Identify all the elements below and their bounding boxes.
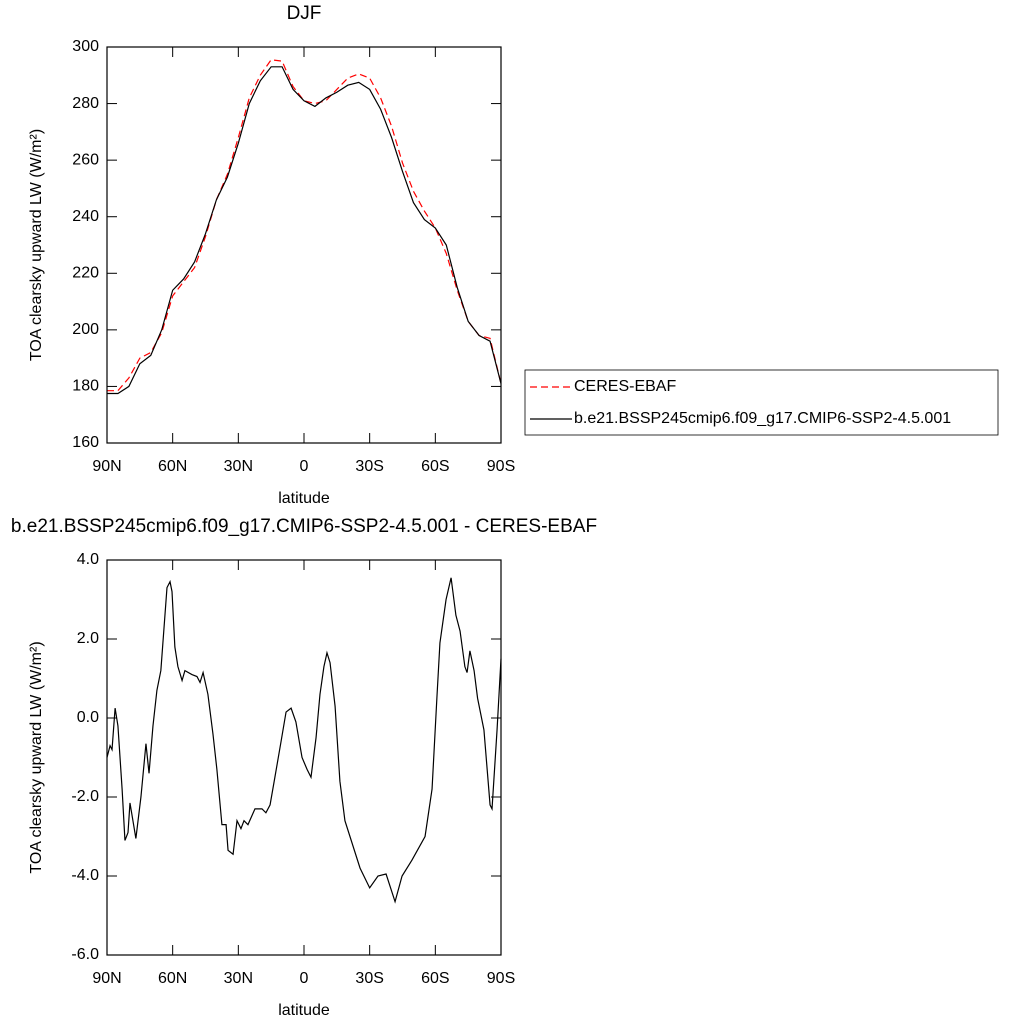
y-tick-label: 240	[72, 208, 99, 225]
y-tick-label: -4.0	[71, 867, 99, 884]
y-axis-label: TOA clearsky upward LW (W/m²)	[28, 129, 45, 361]
x-tick-label: 0	[300, 458, 309, 475]
y-tick-label: 300	[72, 38, 99, 55]
x-tick-label: 30S	[355, 458, 383, 475]
y-axis-label: TOA clearsky upward LW (W/m²)	[28, 641, 45, 873]
x-tick-label: 60S	[421, 970, 449, 987]
x-tick-label: 90N	[92, 458, 121, 475]
x-tick-label: 30N	[224, 970, 253, 987]
x-tick-label: 90N	[92, 970, 121, 987]
y-tick-label: 160	[72, 434, 99, 451]
y-tick-label: -2.0	[71, 788, 99, 805]
x-axis-label: latitude	[278, 490, 330, 507]
data-line	[107, 59, 502, 392]
y-tick-label: 2.0	[77, 630, 99, 647]
x-tick-label: 90S	[487, 970, 515, 987]
legend-label: b.e21.BSSP245cmip6.f09_g17.CMIP6-SSP2-4.…	[574, 410, 951, 427]
y-tick-label: 4.0	[77, 551, 99, 568]
x-tick-label: 30S	[355, 970, 383, 987]
y-tick-label: -6.0	[71, 946, 99, 963]
x-tick-label: 30N	[224, 458, 253, 475]
x-tick-label: 60N	[158, 970, 187, 987]
y-tick-label: 180	[72, 378, 99, 395]
x-axis-label: latitude	[278, 1002, 330, 1019]
chart-title: DJF	[287, 3, 322, 24]
x-tick-label: 60N	[158, 458, 187, 475]
plot-frame	[106, 46, 502, 444]
legend-label: CERES-EBAF	[574, 378, 676, 395]
legend-box	[524, 369, 999, 436]
y-tick-label: 220	[72, 265, 99, 282]
data-line	[106, 577, 502, 904]
x-tick-label: 90S	[487, 458, 515, 475]
plot-frame	[106, 559, 502, 956]
x-tick-label: 0	[300, 970, 309, 987]
data-line	[107, 66, 502, 395]
chart-title: b.e21.BSSP245cmip6.f09_g17.CMIP6-SSP2-4.…	[11, 516, 597, 537]
x-tick-label: 60S	[421, 458, 449, 475]
y-tick-label: 260	[72, 151, 99, 168]
y-tick-label: 0.0	[77, 709, 99, 726]
y-tick-label: 200	[72, 321, 99, 338]
y-tick-label: 280	[72, 95, 99, 112]
